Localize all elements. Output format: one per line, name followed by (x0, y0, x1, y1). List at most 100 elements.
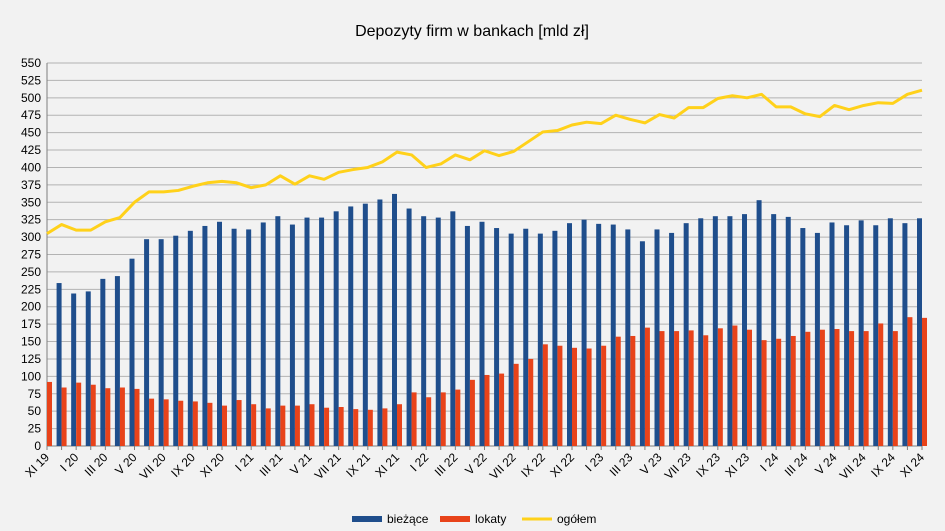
y-tick-label: 400 (21, 160, 41, 174)
bar-biezace (829, 222, 835, 446)
bar-lokaty (805, 331, 811, 446)
bar-lokaty (586, 348, 592, 446)
bar-lokaty (338, 407, 344, 446)
bar-biezace (698, 218, 704, 446)
bar-lokaty (134, 388, 140, 446)
bar-lokaty (149, 398, 155, 446)
bar-biezace (85, 291, 91, 446)
bar-lokaty (280, 405, 286, 446)
bar-lokaty (892, 331, 898, 446)
y-tick-label: 325 (21, 213, 41, 227)
bar-lokaty (367, 409, 373, 446)
bar-biezace (202, 225, 208, 446)
bar-biezace (450, 211, 456, 446)
bar-lokaty (484, 374, 490, 446)
bar-biezace (654, 229, 660, 446)
series-line-ogolem (46, 88, 923, 235)
bar-lokaty (703, 335, 709, 446)
bar-lokaty (163, 399, 169, 446)
bar-lokaty (469, 379, 475, 446)
bar-lokaty (411, 392, 417, 446)
bar-biezace (275, 216, 281, 446)
bar-biezace (873, 225, 879, 446)
bar-lokaty (659, 331, 665, 446)
bar-lokaty (557, 345, 563, 446)
bar-biezace (494, 228, 500, 446)
legend-label: ogółem (557, 512, 596, 526)
bar-lokaty (644, 327, 650, 446)
bar-lokaty (542, 344, 548, 446)
bar-biezace (683, 223, 689, 446)
bar-biezace (552, 230, 558, 446)
bar-lokaty (674, 331, 680, 446)
bar-lokaty (324, 407, 330, 446)
bar-biezace (639, 241, 645, 446)
bar-biezace (348, 206, 354, 446)
bar-biezace (712, 216, 718, 446)
bar-lokaty (455, 389, 461, 446)
bar-lokaty (236, 400, 242, 446)
bar-lokaty (834, 329, 840, 446)
total-line (46, 88, 923, 235)
bar-biezace (144, 239, 150, 446)
y-tick-label: 200 (21, 300, 41, 314)
y-tick-label: 175 (21, 317, 41, 331)
bar-lokaty (688, 330, 694, 446)
bar-biezace (129, 258, 135, 446)
bar-biezace (596, 223, 602, 446)
y-tick-label: 525 (21, 73, 41, 87)
y-tick-label: 25 (28, 422, 42, 436)
bar-lokaty (528, 358, 534, 446)
bar-biezace (319, 217, 325, 446)
bar-biezace (902, 223, 908, 446)
bar-lokaty (294, 405, 300, 446)
bar-lokaty (426, 397, 432, 446)
bar-biezace (421, 216, 427, 446)
legend-swatch (352, 516, 382, 522)
bar-lokaty (61, 387, 67, 446)
y-tick-label: 225 (21, 282, 41, 296)
bar-lokaty (732, 325, 738, 446)
legend-label: bieżące (387, 512, 429, 526)
bar-lokaty (747, 329, 752, 446)
bar-lokaty (615, 336, 621, 446)
bar-lokaty (819, 329, 825, 446)
y-tick-label: 550 (21, 56, 41, 70)
bar-biezace (464, 225, 470, 446)
bar-lokaty (849, 331, 855, 446)
bar-biezace (567, 223, 572, 446)
bar-biezace (742, 214, 747, 446)
bar-biezace (377, 199, 383, 446)
bar-lokaty (440, 392, 446, 446)
y-tick-label: 100 (21, 369, 41, 383)
bar-lokaty (761, 340, 767, 446)
bar-biezace (260, 222, 266, 446)
bar-biezace (173, 235, 179, 446)
bar-biezace (800, 228, 806, 446)
bar-biezace (333, 211, 339, 446)
legend-label: lokaty (475, 512, 506, 526)
bar-biezace (435, 217, 441, 446)
bar-biezace (887, 218, 893, 446)
bar-lokaty (192, 401, 198, 446)
bar-lokaty (309, 404, 315, 446)
bar-biezace (625, 229, 631, 446)
bar-lokaty (790, 335, 796, 446)
bar-biezace (814, 232, 820, 446)
bar-lokaty (105, 388, 111, 446)
bar-lokaty (907, 317, 913, 446)
bar-lokaty (572, 347, 577, 446)
bar-biezace (610, 224, 616, 446)
bar-biezace (71, 293, 77, 446)
y-tick-label: 250 (21, 265, 41, 279)
bar-lokaty (222, 405, 227, 446)
bars (47, 193, 927, 446)
legend-swatch (440, 516, 470, 522)
bar-lokaty (513, 363, 519, 446)
bar-biezace (858, 220, 864, 446)
bar-biezace (756, 200, 762, 446)
y-tick-label: 450 (21, 126, 41, 140)
bar-lokaty (601, 345, 607, 446)
bar-biezace (785, 216, 791, 446)
